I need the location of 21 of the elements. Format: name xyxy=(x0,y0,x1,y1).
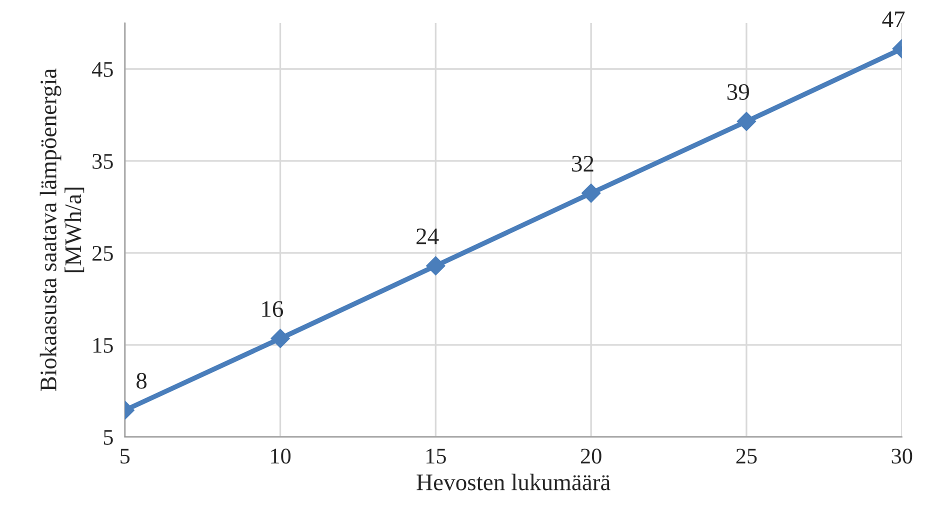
point xyxy=(582,184,601,203)
x-tick-label: 25 xyxy=(736,448,757,464)
data-label: 47 xyxy=(882,12,905,28)
data-label: 39 xyxy=(727,84,749,100)
data-label: 32 xyxy=(572,156,594,172)
point xyxy=(426,256,446,276)
data-label: 16 xyxy=(262,301,284,318)
data-label: 8 xyxy=(136,372,147,389)
y-tick-label: 35 xyxy=(92,154,113,169)
y-tick-label: 25 xyxy=(92,246,113,261)
x-tick-label: 15 xyxy=(426,448,446,464)
x-tick-label: 30 xyxy=(892,448,912,464)
y-axis-title: Biokaasusta saatava lämpöenergia [MWh/a] xyxy=(40,68,84,392)
x-axis-title: Hevosten lukumäärä xyxy=(416,474,610,490)
data-label: 24 xyxy=(416,228,439,244)
x-tick-label: 5 xyxy=(120,448,130,464)
y-tick-label: 5 xyxy=(104,430,113,445)
y-tick-label: 15 xyxy=(93,338,113,353)
x-tick-label: 10 xyxy=(271,448,291,464)
x-tick-label: 20 xyxy=(580,448,602,464)
y-tick-label: 45 xyxy=(92,62,113,77)
